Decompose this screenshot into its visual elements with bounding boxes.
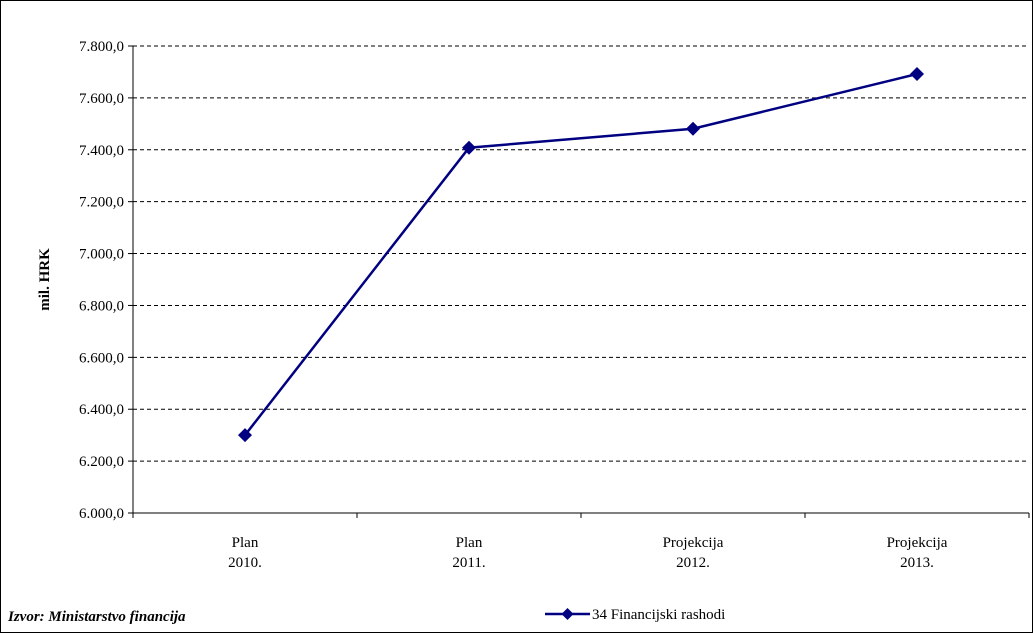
x-tick-label: Plan 2010. (228, 535, 262, 571)
y-tick-label: 6.400,0 (79, 402, 124, 418)
y-tick-label: 6.200,0 (79, 454, 124, 470)
y-tick-label: 7.000,0 (79, 247, 124, 263)
x-tick-labels: Plan 2010. Plan 2011. Projekcija 2012. Projekc… (132, 513, 1030, 571)
source-note: Izvor: Ministarstvo financija (8, 609, 186, 625)
y-tick-label: 6.000,0 (79, 506, 124, 522)
y-tick-label: 7.200,0 (79, 195, 124, 211)
data-point (238, 428, 252, 443)
x-tick-label: Plan 2011. (452, 535, 485, 571)
axes (132, 46, 1029, 514)
legend-series-label: 34 Financijski rashodi (592, 607, 725, 623)
data-point (910, 67, 924, 82)
series-group (238, 67, 924, 443)
y-tick-label: 7.800,0 (79, 39, 124, 55)
y-tick-label: 7.600,0 (79, 91, 124, 107)
legend-series-marker (561, 608, 574, 620)
legend: 34 Financijski rashodi (545, 607, 725, 623)
y-axis-label: mil. HRK (37, 248, 53, 311)
y-tick-label: 6.600,0 (79, 350, 124, 366)
series-line (244, 72, 918, 436)
x-tick-label: Projekcija 2012. (663, 535, 724, 571)
y-tick-label: 6.800,0 (79, 298, 124, 314)
y-tick-label: 7.400,0 (79, 143, 124, 159)
gridlines (133, 45, 1029, 462)
data-point (462, 140, 476, 155)
x-tick-label: Projekcija 2013. (887, 535, 948, 571)
data-point (686, 121, 700, 136)
y-tick-labels: 6.000,0 6.200,0 6.400,0 6.600,0 6.800,0 7.000… (79, 39, 133, 522)
